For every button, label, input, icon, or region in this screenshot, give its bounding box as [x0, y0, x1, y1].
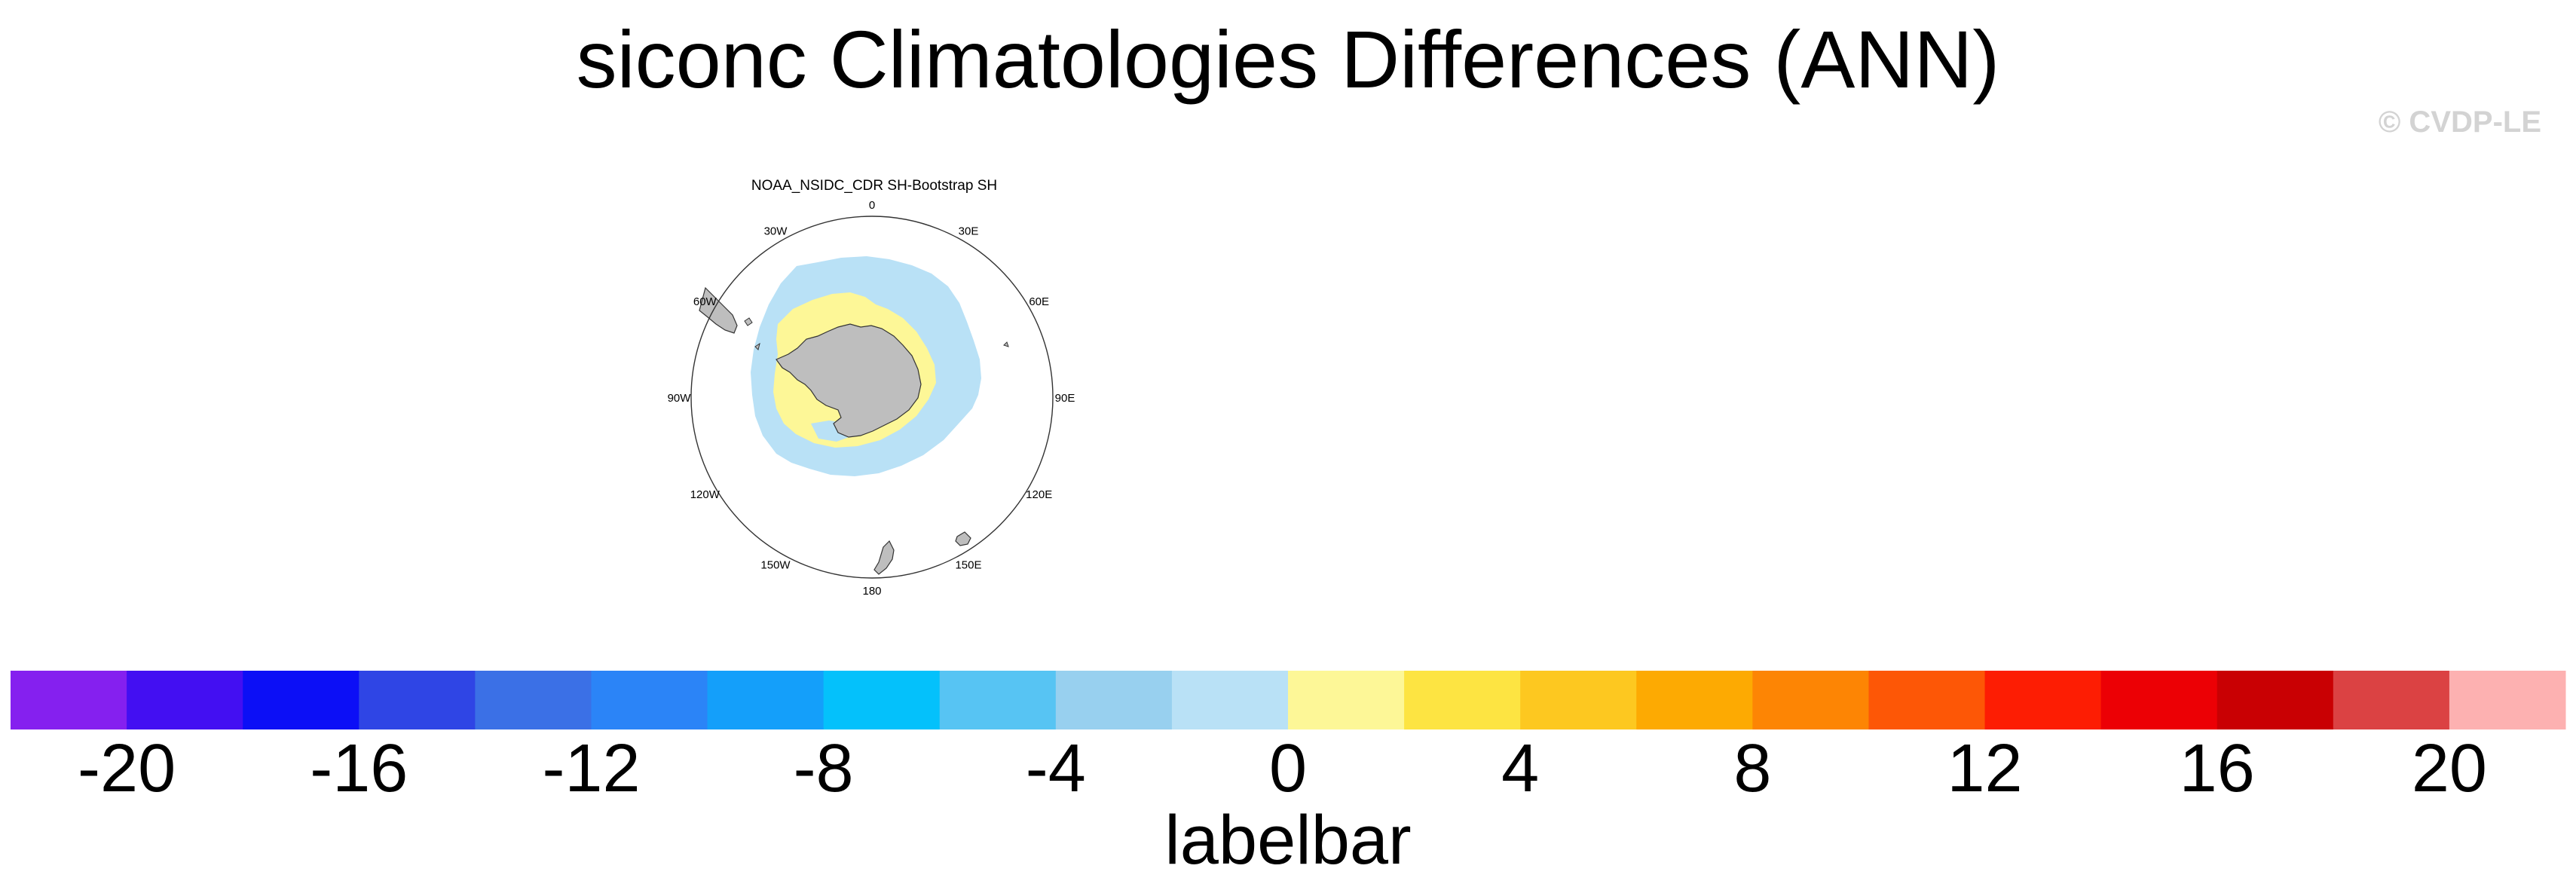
labelbar-tick-label: -4 — [1026, 731, 1086, 799]
lon-label-120w: 120W — [690, 488, 720, 501]
lon-label-180: 180 — [862, 585, 881, 598]
labelbar-box — [475, 671, 592, 729]
labelbar-box — [1520, 671, 1637, 729]
map-boundary — [690, 216, 1054, 579]
map-content — [690, 216, 1054, 579]
labelbar-box — [591, 671, 708, 729]
watermark: © CVDP-LE — [2378, 106, 2541, 139]
labelbar-tick-label: 0 — [1269, 731, 1307, 799]
labelbar-box — [823, 671, 941, 729]
lon-label-30w: 30W — [764, 225, 788, 237]
labelbar-box — [2217, 671, 2334, 729]
south-america — [699, 286, 738, 334]
labelbar-tick-label: 8 — [1733, 731, 1771, 799]
lon-label-30e: 30E — [959, 225, 979, 237]
labelbar-tick-label: 4 — [1501, 731, 1539, 799]
labelbar-title: labelbar — [1164, 802, 1412, 879]
lon-label-90w: 90W — [668, 392, 692, 405]
antarctica — [776, 323, 922, 438]
lon-label-120e: 120E — [1026, 488, 1052, 501]
labelbar-box — [1984, 671, 2102, 729]
lon-label-90e: 90E — [1055, 392, 1075, 405]
labelbar-box — [1868, 671, 1986, 729]
panel-title: NOAA_NSIDC_CDR SH-Bootstrap SH — [751, 178, 998, 194]
tasmania — [955, 531, 971, 546]
labelbar-box — [2333, 671, 2450, 729]
labelbar-box — [1752, 671, 1869, 729]
kerguelen-island — [1003, 341, 1009, 347]
labelbar-box — [939, 671, 1057, 729]
lon-label-0: 0 — [869, 199, 875, 212]
new-zealand — [873, 540, 895, 575]
south-georgia — [754, 342, 760, 350]
labelbar-box — [2449, 671, 2566, 729]
labelbar-tick-label: 20 — [2412, 731, 2487, 799]
labelbar-box — [359, 671, 476, 729]
labelbar-box — [707, 671, 825, 729]
labelbar-box — [1636, 671, 1753, 729]
labelbar-tick-labels: -20 -16 -12 -8 -4 0 4 8 12 16 20 — [78, 731, 2487, 799]
labelbar-box — [1055, 671, 1173, 729]
polar-map: 0 30E 60E 90E 120E 150E 180 150W 120W 90W 60W 30W — [668, 199, 1075, 598]
labelbar-tick-label: 16 — [2180, 731, 2255, 799]
lon-label-60e: 60E — [1029, 295, 1049, 308]
labelbar-box — [1171, 671, 1289, 729]
labelbar-box — [11, 671, 127, 729]
labelbar-tick-label: -12 — [542, 731, 640, 799]
longitude-labels: 0 30E 60E 90E 120E 150E 180 150W 120W 90W 60W 30W — [668, 199, 1075, 598]
falkland-islands — [744, 317, 753, 326]
lon-label-150e: 150E — [955, 559, 981, 572]
labelbar-tick-label: -20 — [78, 731, 176, 799]
labelbar-box — [1404, 671, 1521, 729]
lon-label-150w: 150W — [760, 559, 791, 572]
labelbar-box — [127, 671, 243, 729]
labelbar: -20 -16 -12 -8 -4 0 4 8 12 16 20 — [11, 671, 2566, 799]
main-title: siconc Climatologies Differences (ANN) — [576, 14, 2000, 105]
lon-label-60w: 60W — [693, 295, 717, 308]
labelbar-tick-label: 12 — [1947, 731, 2022, 799]
labelbar-box — [1288, 671, 1405, 729]
labelbar-tick-label: -16 — [310, 731, 408, 799]
labelbar-boxes — [11, 671, 2566, 729]
labelbar-box — [2100, 671, 2218, 729]
labelbar-tick-label: -8 — [794, 731, 854, 799]
labelbar-box — [243, 671, 359, 729]
